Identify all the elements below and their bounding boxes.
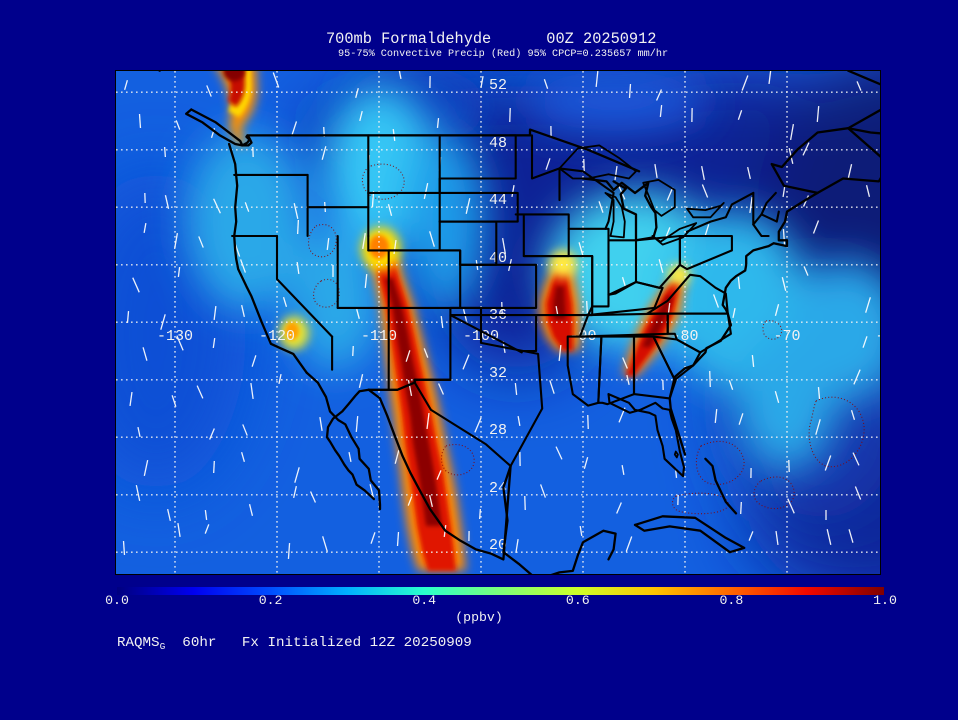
svg-text:-110: -110 xyxy=(361,328,397,345)
svg-text:48: 48 xyxy=(489,135,507,152)
svg-text:32: 32 xyxy=(489,365,507,382)
svg-text:-70: -70 xyxy=(773,328,800,345)
svg-text:-60: -60 xyxy=(875,328,881,345)
svg-text:28: 28 xyxy=(489,422,507,439)
svg-text:52: 52 xyxy=(489,77,507,94)
svg-text:44: 44 xyxy=(489,192,507,209)
svg-text:-130: -130 xyxy=(157,328,193,345)
